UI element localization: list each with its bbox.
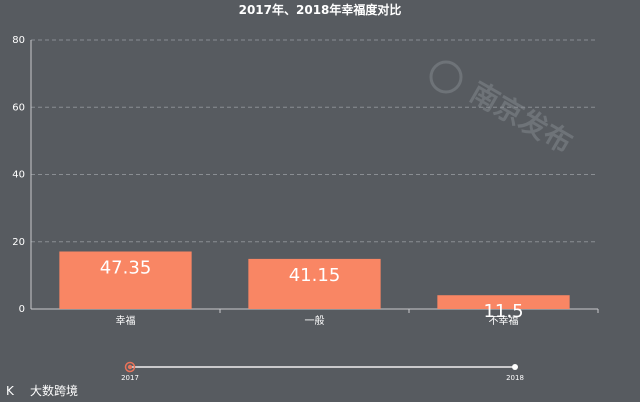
y-tick-label: 40 (12, 170, 25, 181)
x-tick-label: 一般 (305, 314, 325, 327)
data-label: 11.5 (483, 301, 523, 322)
timeline-point-selected[interactable] (124, 361, 136, 373)
brand-name: 大数跨境 (30, 383, 78, 398)
brand-logo: K 大数跨境 (6, 383, 78, 398)
bar[interactable] (248, 258, 381, 309)
x-tick-label: 不幸福 (489, 314, 519, 327)
watermark-text: 南京发布 (465, 75, 579, 160)
grid: 0 20 40 60 80 (12, 35, 599, 315)
timeline[interactable]: 2017 2018 (121, 361, 524, 383)
x-tick-label: 幸福 (116, 314, 136, 327)
y-tick-label: 60 (12, 102, 25, 113)
y-tick-label: 80 (12, 35, 25, 46)
bars (59, 251, 570, 309)
y-tick-label: 0 (19, 304, 25, 315)
watermark: 南京发布 (429, 60, 579, 160)
watermark-logo-icon (429, 60, 463, 94)
chart-title: 2017年、2018年幸福度对比 (239, 2, 402, 17)
brand-icon: K (6, 384, 15, 398)
timeline-point[interactable] (512, 364, 518, 370)
data-label: 41.15 (289, 265, 341, 286)
data-label: 47.35 (100, 258, 152, 279)
bar[interactable] (59, 251, 192, 309)
timeline-label: 2018 (506, 374, 524, 382)
timeline-point-dot (127, 364, 133, 370)
timeline-label: 2017 (121, 374, 139, 382)
y-tick-label: 20 (12, 237, 25, 248)
bar[interactable] (437, 295, 570, 309)
